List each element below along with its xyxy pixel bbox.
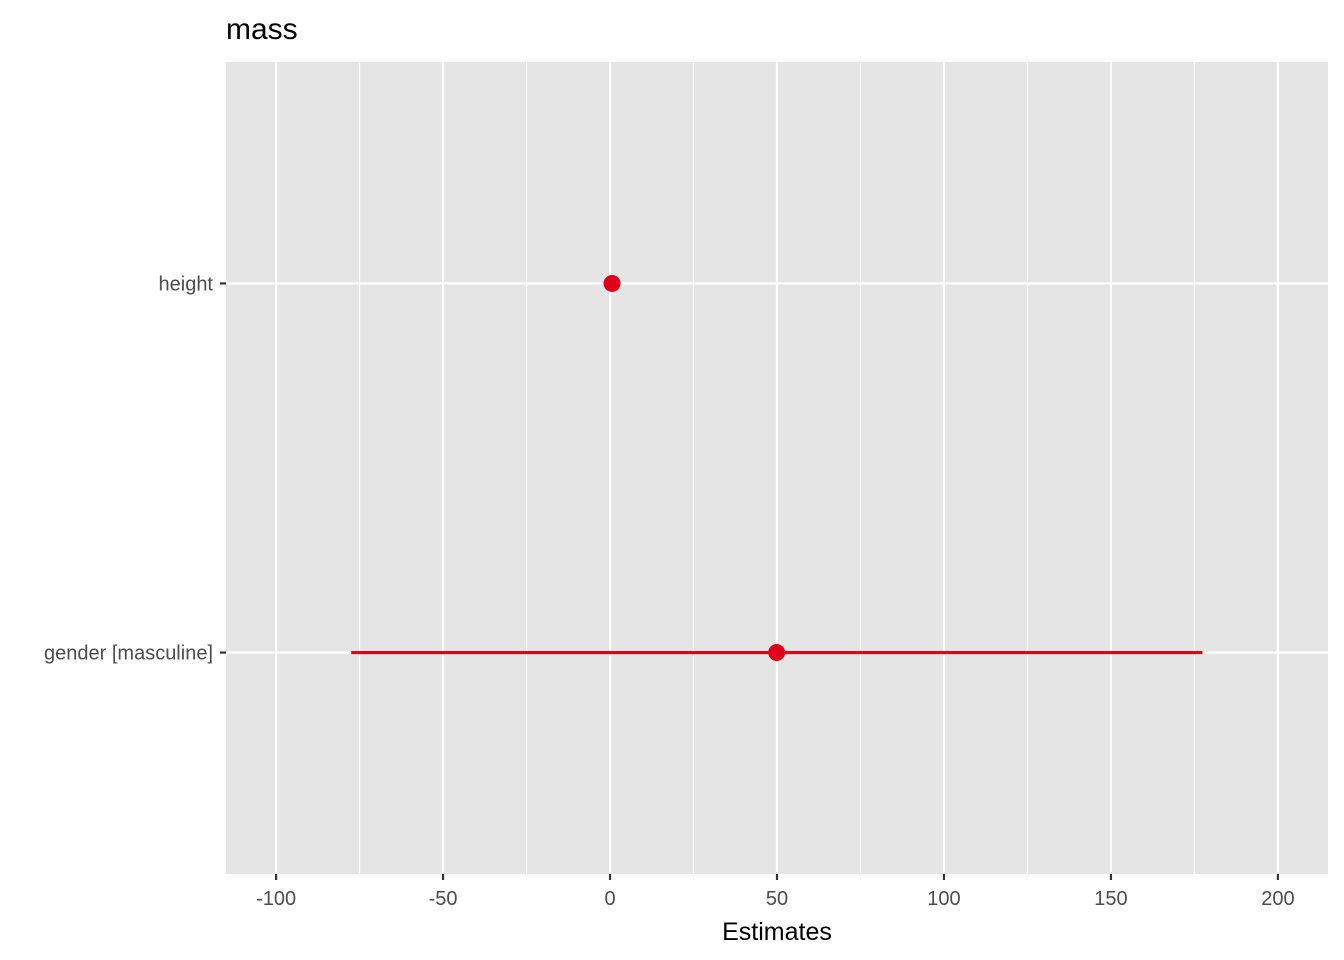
x-axis: -100 -50 0 50 100 150 200 — [256, 874, 1295, 910]
x-tick-label: -50 — [429, 888, 458, 910]
x-tick-label: 200 — [1261, 888, 1294, 910]
x-tick-label: -100 — [256, 888, 296, 910]
x-axis-title: Estimates — [722, 918, 832, 946]
estimate-point — [768, 644, 786, 662]
x-tick-label: 0 — [604, 888, 615, 910]
chart-title: mass — [226, 13, 298, 46]
estimate-marks — [351, 274, 1203, 662]
y-axis: height gender [masculine] — [44, 273, 226, 665]
x-tick-label: 150 — [1094, 888, 1127, 910]
minor-gridlines — [359, 62, 1195, 874]
estimate-point — [603, 274, 621, 292]
x-tick-label: 50 — [766, 888, 788, 910]
y-tick-label: height — [159, 273, 214, 295]
x-tick-label: 100 — [927, 888, 960, 910]
y-tick-label: gender [masculine] — [44, 643, 213, 665]
